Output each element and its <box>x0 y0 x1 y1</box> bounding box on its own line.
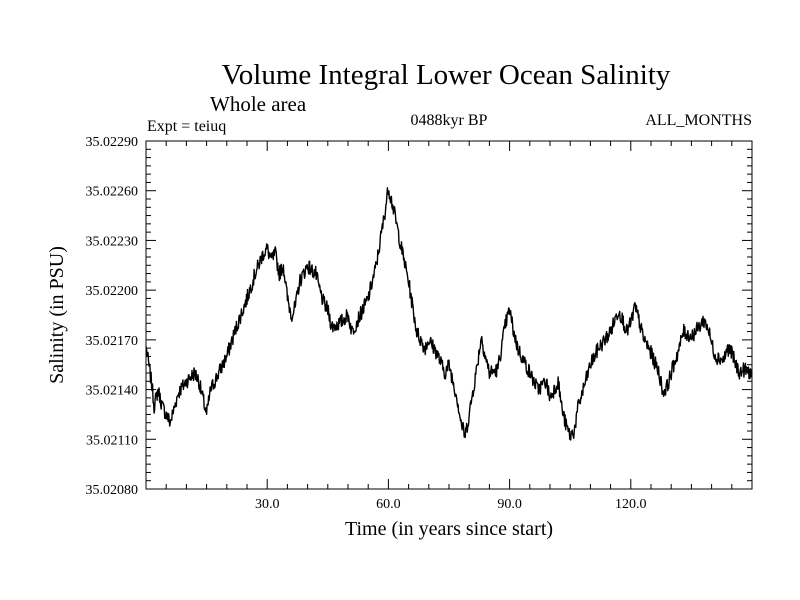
x-axis-label: Time (in years since start) <box>345 518 553 540</box>
y-tick-label: 35.02290 <box>86 135 139 150</box>
y-axis-label: Salinity (in PSU) <box>46 246 68 384</box>
y-tick-label: 35.02140 <box>86 384 139 399</box>
y-tick-label: 35.02170 <box>86 334 139 349</box>
y-tick-label: 35.02080 <box>86 483 139 498</box>
x-axis-ticks <box>165 141 733 489</box>
period-label: 0488kyr BP <box>411 112 488 129</box>
series-line-salinity <box>145 187 753 441</box>
data-series-group <box>145 187 753 441</box>
y-tick-label: 35.02230 <box>86 234 139 249</box>
x-tick-label: 30.0 <box>255 497 280 512</box>
months-label: ALL_MONTHS <box>645 112 752 129</box>
x-tick-label: 120.0 <box>615 497 647 512</box>
y-tick-label: 35.02110 <box>86 433 138 448</box>
y-tick-label: 35.02200 <box>86 284 139 299</box>
plot-frame <box>145 140 753 490</box>
x-tick-label: 60.0 <box>376 497 401 512</box>
x-axis-tick-labels: 30.0 60.0 90.0 120.0 <box>255 497 647 512</box>
experiment-label: Expt = teiuq <box>147 118 226 135</box>
chart-title: Volume Integral Lower Ocean Salinity <box>222 59 671 91</box>
x-tick-label: 90.0 <box>497 497 522 512</box>
y-tick-label: 35.02260 <box>86 185 139 200</box>
y-axis-tick-labels: 35.02080 35.02110 35.02140 35.02170 35.02200… <box>86 135 139 498</box>
chart-subtitle: Whole area <box>210 92 307 116</box>
y-axis-ticks <box>146 148 752 482</box>
